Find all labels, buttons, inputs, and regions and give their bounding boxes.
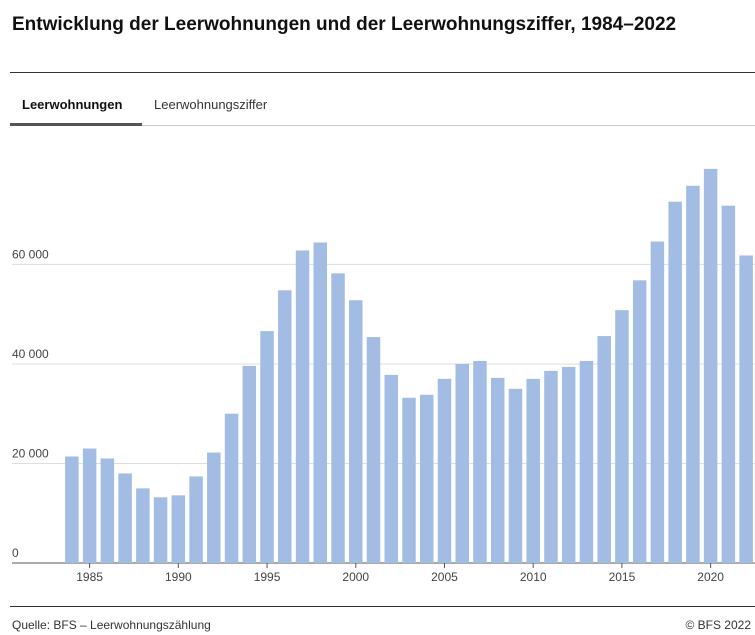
x-tick-label: 2020 (697, 570, 724, 584)
bar (686, 185, 700, 563)
source: Quelle: BFS – Leerwohnungszählung (12, 618, 211, 632)
active-tab-indicator (10, 123, 142, 126)
bar (473, 360, 487, 563)
bar (349, 300, 363, 563)
y-tick-label: 40 000 (12, 347, 49, 361)
bar (632, 280, 647, 563)
divider (10, 606, 755, 607)
bar (437, 378, 452, 563)
bar (366, 337, 381, 563)
bar (100, 458, 115, 563)
bar (490, 377, 505, 563)
bar (508, 388, 523, 563)
copyright: © BFS 2022 (685, 618, 751, 632)
bar (313, 242, 328, 563)
bar (615, 310, 629, 563)
bar (136, 488, 150, 563)
bar (739, 255, 753, 564)
x-tick-label: 1990 (165, 570, 192, 584)
y-tick-label: 60 000 (12, 248, 49, 262)
y-tick-label: 0 (12, 546, 19, 560)
bar (153, 497, 168, 563)
bar (597, 336, 611, 563)
bar (331, 273, 345, 563)
bar (242, 365, 257, 563)
bar (207, 452, 221, 563)
bar (650, 241, 665, 563)
bar (189, 476, 203, 563)
x-tick-label: 2010 (520, 570, 547, 584)
tab-divider (10, 125, 755, 126)
bar (420, 394, 434, 563)
bar (721, 205, 736, 563)
bar (402, 397, 416, 563)
x-tick-label: 2005 (431, 570, 458, 584)
bar (561, 366, 576, 563)
bar (668, 201, 682, 563)
bar (82, 448, 97, 563)
x-tick-label: 2000 (342, 570, 369, 584)
bar (544, 370, 558, 563)
x-tick-label: 1985 (76, 570, 103, 584)
tab[interactable]: Leerwohnungen (22, 97, 123, 112)
tab[interactable]: Leerwohnungsziffer (154, 97, 268, 112)
bar (171, 495, 186, 563)
y-tick-label: 20 000 (12, 447, 49, 461)
bar (118, 473, 132, 563)
divider (10, 72, 755, 73)
bar (579, 360, 594, 563)
bar (224, 413, 239, 563)
x-tick-label: 1995 (254, 570, 281, 584)
x-tick-label: 2015 (609, 570, 636, 584)
bar (703, 168, 718, 563)
bar (526, 378, 540, 563)
bar (260, 331, 274, 563)
bar (295, 250, 310, 563)
chart: 0 20 000 40 000 60 000 1985 1990 1995 2000 2005 2… (12, 168, 755, 584)
bar (384, 374, 398, 563)
bar (455, 363, 469, 563)
bar (65, 456, 79, 563)
bar (278, 290, 292, 563)
chart-title: Entwicklung der Leerwohnungen und der Le… (12, 14, 677, 35)
